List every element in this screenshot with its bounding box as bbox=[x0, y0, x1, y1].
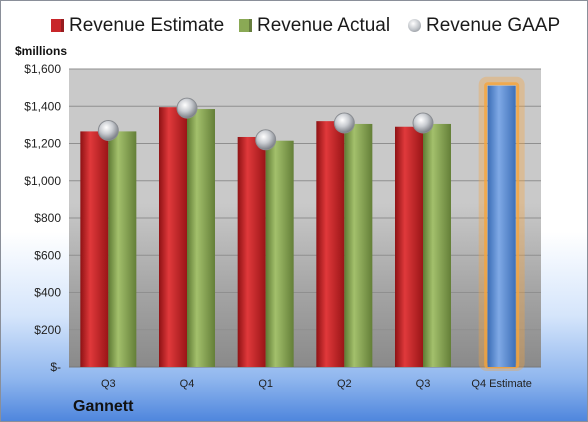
bar-revenue-actual bbox=[108, 131, 137, 367]
bars bbox=[80, 76, 525, 371]
x-tick-label: Q4 Estimate bbox=[471, 378, 532, 390]
bar-revenue-actual bbox=[265, 140, 294, 367]
y-tick-label: $1,200 bbox=[24, 137, 61, 151]
bar-revenue-actual bbox=[187, 109, 215, 367]
marker-revenue-gaap bbox=[412, 112, 434, 134]
marker-revenue-gaap bbox=[255, 129, 277, 151]
x-tick-label: Q1 bbox=[258, 378, 273, 390]
bar-revenue-estimate bbox=[395, 126, 423, 367]
company-label: Gannett bbox=[73, 398, 134, 415]
y-tick-label: $200 bbox=[34, 323, 61, 337]
y-tick-label: $1,400 bbox=[24, 99, 61, 113]
legend-swatch-gaap bbox=[408, 19, 421, 32]
x-axis-tick-labels: Q3 Q4 Q1 Q2 Q3 Q4 Estimate bbox=[101, 378, 532, 390]
legend-label-estimate: Revenue Estimate bbox=[69, 15, 225, 36]
x-tick-label: Q3 bbox=[416, 378, 431, 390]
legend-label-gaap: Revenue GAAP bbox=[426, 15, 561, 36]
y-axis-tick-labels: $- $200 $400 $600 $800 $1,000 $1,200 $1,400 $1,6… bbox=[24, 62, 61, 374]
gaap-markers bbox=[97, 97, 434, 151]
y-tick-label: $400 bbox=[34, 286, 61, 300]
bar-revenue-estimate bbox=[159, 107, 187, 368]
y-tick-label: $800 bbox=[34, 211, 61, 225]
legend-label-actual: Revenue Actual bbox=[257, 15, 391, 36]
legend-swatch-actual bbox=[239, 19, 252, 32]
gridlines bbox=[69, 68, 541, 368]
y-tick-label: $- bbox=[50, 360, 61, 374]
x-tick-label: Q4 bbox=[180, 378, 195, 390]
marker-revenue-gaap bbox=[176, 97, 198, 119]
marker-revenue-gaap bbox=[97, 119, 119, 141]
x-tick-label: Q2 bbox=[337, 378, 352, 390]
y-tick-label: $1,000 bbox=[24, 174, 61, 188]
bar-revenue-forecast bbox=[487, 85, 516, 367]
marker-revenue-gaap bbox=[333, 112, 355, 134]
bar-revenue-estimate bbox=[80, 131, 109, 367]
x-tick-label: Q3 bbox=[101, 378, 116, 390]
bar-revenue-actual bbox=[344, 123, 373, 367]
y-tick-label: $1,600 bbox=[24, 62, 61, 76]
units-label: $millions bbox=[15, 44, 68, 58]
y-tick-label: $600 bbox=[34, 248, 61, 262]
bar-revenue-actual bbox=[423, 123, 451, 367]
legend-swatch-estimate bbox=[51, 19, 64, 32]
bar-revenue-estimate bbox=[237, 136, 266, 367]
bar-revenue-estimate bbox=[316, 121, 345, 368]
